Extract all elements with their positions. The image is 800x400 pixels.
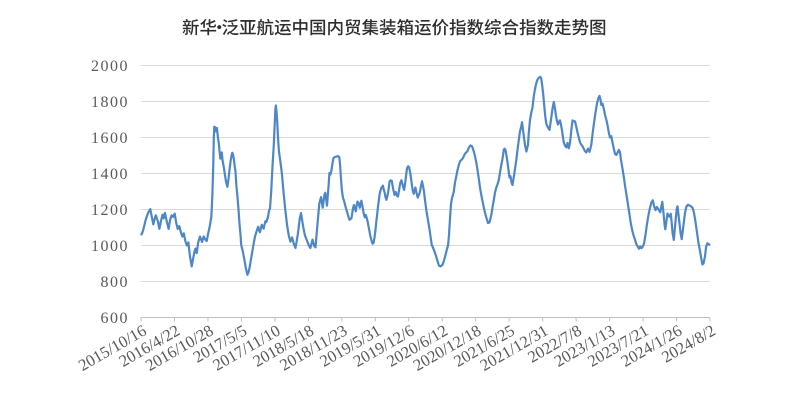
svg-text:800: 800 <box>101 274 130 291</box>
svg-text:1800: 1800 <box>91 94 129 111</box>
svg-text:1000: 1000 <box>91 238 129 255</box>
svg-text:600: 600 <box>101 310 130 327</box>
svg-text:1600: 1600 <box>91 130 129 147</box>
svg-text:2000: 2000 <box>91 58 129 75</box>
svg-text:1200: 1200 <box>91 202 129 219</box>
svg-text:1400: 1400 <box>91 166 129 183</box>
